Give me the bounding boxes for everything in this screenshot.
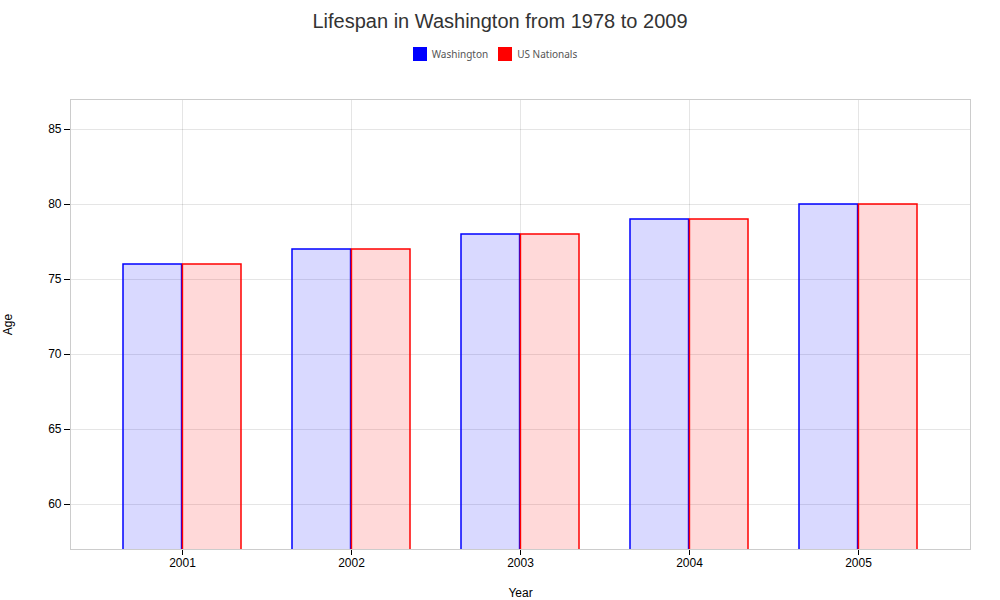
html-text:US Nationals: US Nationals [517,46,578,61]
svg-text:70: 70 [48,347,62,361]
svg-text:2005: 2005 [845,556,872,570]
svg-text:65: 65 [48,422,62,436]
svg-text:2002: 2002 [338,556,365,570]
svg-text:85: 85 [48,122,62,136]
svg-text:Year: Year [508,586,532,600]
html-text:Lifespan in Washington from 19: Lifespan in Washington from 1978 to 2009 [312,10,688,32]
svg-text:60: 60 [48,497,62,511]
svg-text:2001: 2001 [169,556,196,570]
html-text:Washington: Washington [431,46,489,61]
svg-text:75: 75 [48,272,62,286]
svg-text:Age: Age [1,314,15,336]
svg-text:2004: 2004 [676,556,703,570]
svg-text:80: 80 [48,197,62,211]
svg-text:2003: 2003 [507,556,534,570]
